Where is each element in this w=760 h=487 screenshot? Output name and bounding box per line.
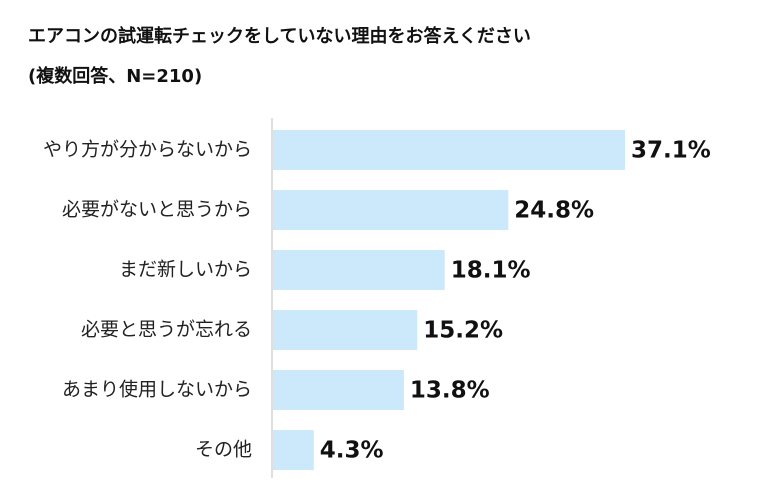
chart-subtitle: (複数回答、N=210) [28, 66, 203, 87]
data-label: 37.1% [631, 138, 711, 164]
bar [273, 130, 625, 170]
category-label: やり方が分からないから [43, 139, 252, 161]
bar [273, 250, 445, 290]
data-label: 15.2% [423, 318, 503, 344]
data-label: 13.8% [410, 378, 490, 404]
bar [273, 430, 314, 470]
category-label: 必要がないと思うから [62, 199, 252, 221]
bar [273, 370, 404, 410]
category-label: まだ新しいから [119, 259, 252, 281]
data-label: 18.1% [451, 258, 531, 284]
data-label: 24.8% [514, 198, 594, 224]
category-label: その他 [195, 439, 252, 461]
bar [273, 190, 509, 230]
category-label: 必要と思うが忘れる [81, 319, 252, 341]
chart-title: エアコンの試運転チェックをしていない理由をお答えください [28, 26, 531, 47]
data-label: 4.3% [320, 438, 384, 464]
bar [273, 310, 418, 350]
category-label: あまり使用しないから [62, 379, 252, 401]
